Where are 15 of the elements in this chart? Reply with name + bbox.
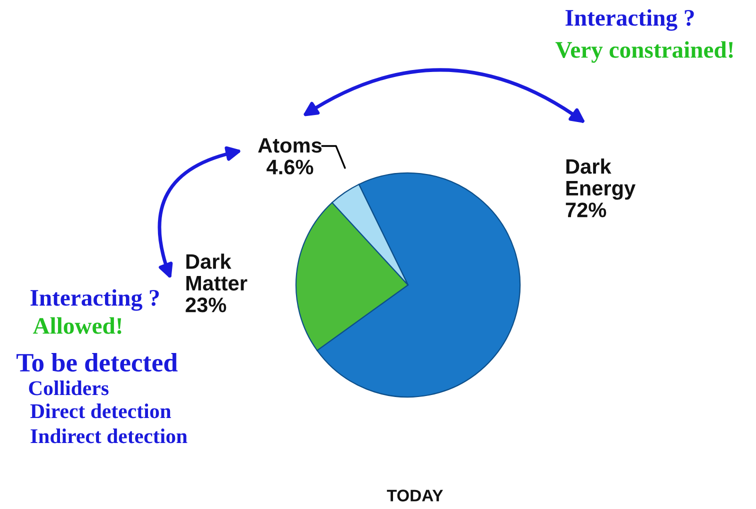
text: Interacting ?: [30, 289, 159, 311]
text: Colliders: [29, 380, 109, 396]
data-label: 23%: [186, 298, 226, 312]
text: Interacting ?: [566, 9, 694, 31]
text: Very constrained!: [556, 41, 733, 63]
text: Indirect detection: [30, 428, 188, 444]
data-label: 72%: [566, 202, 606, 218]
slice-label: Atoms: [258, 138, 322, 153]
data-label: 4.6%: [266, 160, 314, 174]
text: To be detected: [16, 353, 178, 372]
text: TODAY: [386, 490, 443, 502]
text: Allowed!: [32, 317, 122, 334]
slice-label: Dark Matter: [186, 254, 248, 291]
slice-label: Dark Energy: [566, 158, 636, 200]
text: Direct detection: [30, 404, 172, 418]
